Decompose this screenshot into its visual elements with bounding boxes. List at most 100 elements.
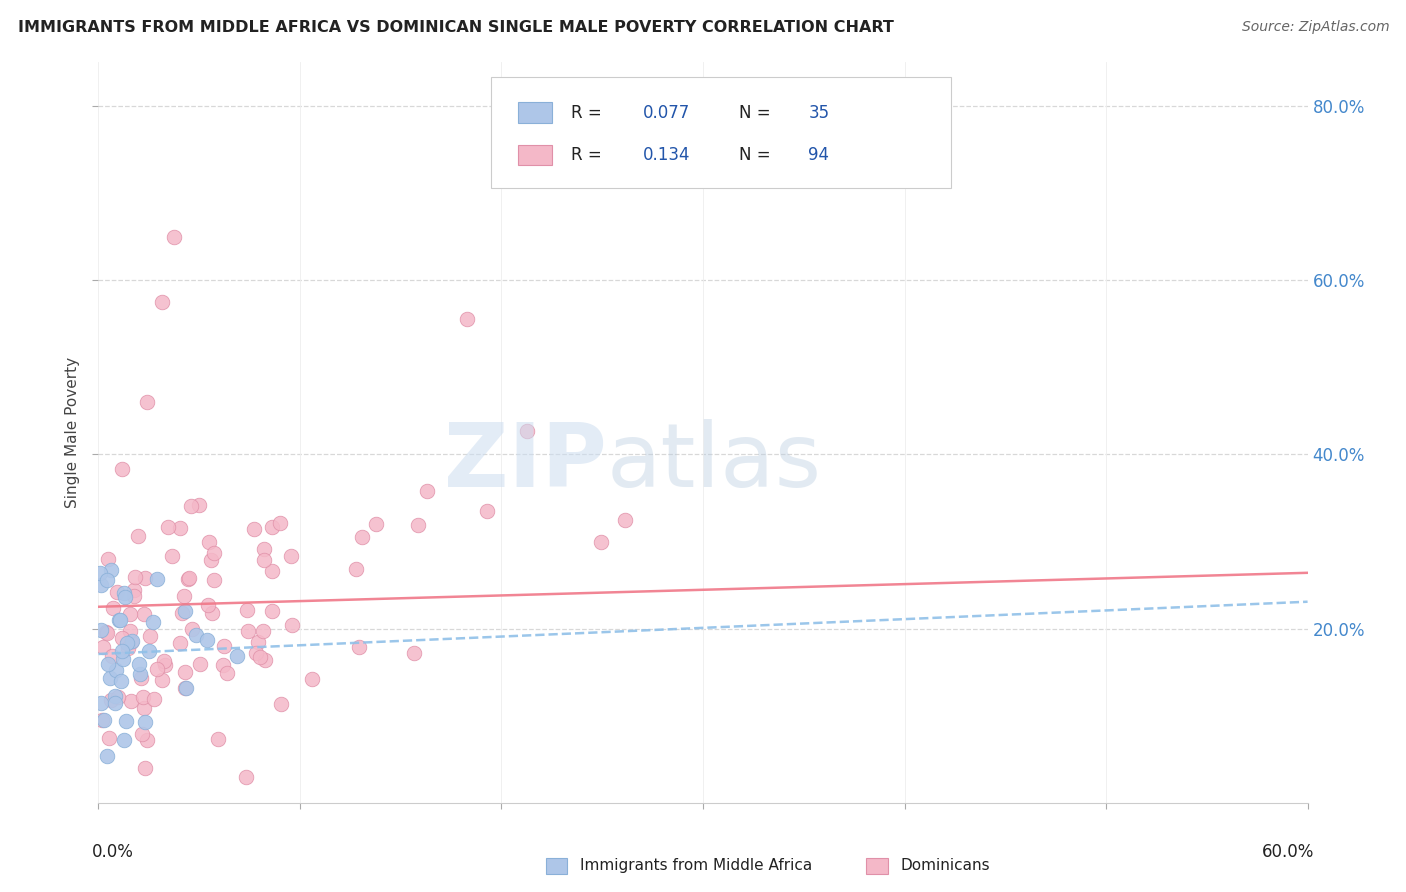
Point <box>98 731 121 746</box>
Point <box>94 625 117 640</box>
Point <box>118 624 141 639</box>
Point <box>104 664 127 678</box>
Text: 0.077: 0.077 <box>643 103 690 122</box>
Point <box>120 694 142 708</box>
Point <box>207 732 229 747</box>
Point <box>406 518 429 533</box>
Point <box>173 589 195 603</box>
Point <box>100 563 122 577</box>
Point <box>260 520 283 534</box>
Point <box>201 606 224 620</box>
Text: IMMIGRANTS FROM MIDDLE AFRICA VS DOMINICAN SINGLE MALE POVERTY CORRELATION CHART: IMMIGRANTS FROM MIDDLE AFRICA VS DOMINIC… <box>18 20 894 35</box>
Point <box>138 644 160 658</box>
Point <box>235 770 257 784</box>
Point <box>112 732 135 747</box>
Point <box>347 640 370 654</box>
Point <box>122 583 145 598</box>
Point <box>128 667 150 681</box>
Point <box>150 673 173 687</box>
Text: 94: 94 <box>808 146 830 164</box>
Point <box>98 671 121 685</box>
Point <box>301 673 323 687</box>
Point <box>163 229 186 244</box>
FancyBboxPatch shape <box>492 78 950 188</box>
Point <box>89 566 111 580</box>
Point <box>402 646 425 660</box>
Point <box>475 503 498 517</box>
Text: 60.0%: 60.0% <box>1263 843 1315 861</box>
Point <box>253 542 276 557</box>
Point <box>202 545 225 559</box>
Y-axis label: Single Male Poverty: Single Male Poverty <box>65 357 80 508</box>
Point <box>90 577 112 591</box>
Text: 35: 35 <box>808 103 830 122</box>
Point <box>143 692 166 706</box>
Point <box>115 714 138 728</box>
Text: ZIP: ZIP <box>443 418 606 506</box>
Point <box>108 613 131 627</box>
Point <box>252 624 274 638</box>
Point <box>91 640 114 654</box>
Point <box>111 632 134 646</box>
Bar <box>546 857 567 874</box>
Point <box>214 640 236 654</box>
Point <box>146 661 169 675</box>
Text: 0.134: 0.134 <box>643 146 690 164</box>
Point <box>110 673 132 688</box>
Text: atlas: atlas <box>606 418 821 506</box>
Point <box>135 733 157 747</box>
Point <box>153 654 176 668</box>
Point <box>110 613 132 627</box>
Point <box>416 483 439 498</box>
Point <box>195 633 218 648</box>
Point <box>127 529 149 543</box>
Point <box>270 698 292 712</box>
Point <box>253 553 276 567</box>
Point <box>120 634 142 648</box>
Point <box>280 549 302 563</box>
Point <box>124 590 146 604</box>
Point <box>169 636 191 650</box>
Point <box>260 604 283 618</box>
Point <box>245 646 267 660</box>
Point <box>235 603 257 617</box>
Text: R =: R = <box>571 103 607 122</box>
Point <box>344 562 367 576</box>
Point <box>96 573 118 587</box>
Point <box>146 572 169 586</box>
Point <box>198 535 221 549</box>
Point <box>117 640 139 655</box>
Point <box>134 700 156 714</box>
Point <box>366 517 388 532</box>
Point <box>225 649 247 664</box>
Point <box>97 657 120 672</box>
Point <box>128 657 150 672</box>
Point <box>156 520 179 534</box>
Point <box>249 650 271 665</box>
Point <box>180 623 202 637</box>
Point <box>613 513 636 527</box>
Point <box>103 601 125 615</box>
Point <box>269 516 291 530</box>
Point <box>107 690 129 704</box>
Point <box>200 552 222 566</box>
Point <box>188 657 211 672</box>
Point <box>134 761 156 775</box>
Point <box>114 591 136 605</box>
Point <box>188 498 211 512</box>
Point <box>456 311 478 326</box>
Point <box>96 626 118 640</box>
Point <box>215 665 238 680</box>
Point <box>197 599 219 613</box>
Point <box>173 681 195 696</box>
Point <box>352 531 374 545</box>
Point <box>104 697 127 711</box>
Point <box>173 665 195 679</box>
Point <box>90 696 112 710</box>
Point <box>120 607 142 622</box>
Point <box>134 571 156 585</box>
Point <box>243 522 266 536</box>
Point <box>112 585 135 599</box>
Point <box>176 573 198 587</box>
Point <box>254 653 277 667</box>
